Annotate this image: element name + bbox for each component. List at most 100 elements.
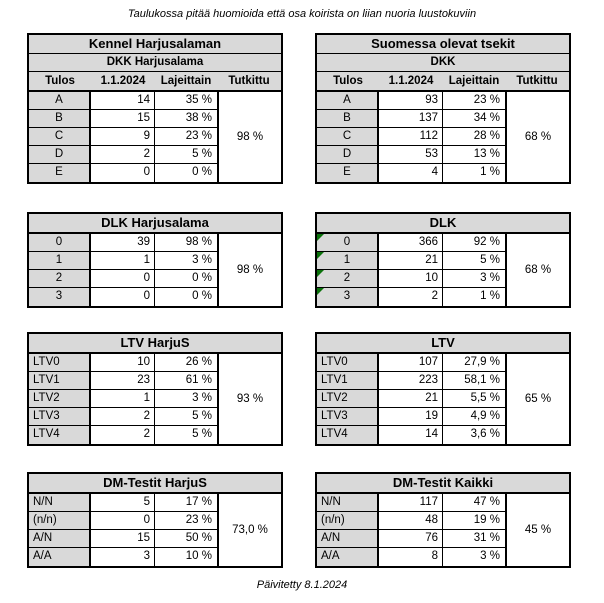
count-cell: 0: [91, 288, 155, 306]
share-cell: 38 %: [155, 110, 217, 128]
result-label-cell: 1: [29, 252, 91, 270]
count-cell: 4: [379, 164, 443, 182]
tested-percent-cell: 98 %: [217, 234, 281, 306]
count-cell: 107: [379, 354, 443, 372]
error-triangle-icon: [317, 234, 324, 241]
table-subtitle: DKK: [317, 54, 569, 72]
table-body: 0 366 92 % 1 21 5 % 2 10 3 % 3 2 1 %: [317, 234, 505, 306]
tested-percent-cell: 93 %: [217, 354, 281, 444]
result-label-cell: A: [29, 92, 91, 110]
table-suomessa-tsekit-dkk: Suomessa olevat tsekit DKK Tulos 1.1.202…: [315, 33, 571, 184]
count-cell: 10: [91, 354, 155, 372]
count-cell: 366: [379, 234, 443, 252]
column-header-lajeittain: Lajeittain: [448, 75, 500, 87]
count-cell: 137: [379, 110, 443, 128]
share-cell: 1 %: [443, 288, 505, 306]
result-label-cell: 1: [317, 252, 379, 270]
result-label: 3: [343, 290, 351, 302]
count-cell: 9: [91, 128, 155, 146]
result-label-cell: LTV3: [29, 408, 91, 426]
result-label-cell: D: [29, 146, 91, 164]
result-label-cell: LTV4: [317, 426, 379, 444]
result-label-cell: LTV4: [29, 426, 91, 444]
table-title: Kennel Harjusalaman: [29, 35, 281, 54]
top-note: Taulukossa pitää huomioida että osa koir…: [127, 8, 477, 20]
share-cell: 3 %: [443, 270, 505, 288]
tested-percent-cell: 68 %: [505, 92, 569, 182]
tested-percent-cell: 98 %: [217, 92, 281, 182]
result-label-cell: A/N: [317, 530, 379, 548]
count-cell: 53: [379, 146, 443, 164]
tested-percent-cell: 68 %: [505, 234, 569, 306]
table-body: N/N 117 47 % (n/n) 48 19 % A/N 76 31 % A…: [317, 494, 505, 566]
share-cell: 5,5 %: [443, 390, 505, 408]
count-cell: 15: [91, 110, 155, 128]
column-header-row: Tulos 1.1.2024 Lajeittain Tutkittu: [29, 72, 281, 92]
result-label-cell: N/N: [29, 494, 91, 512]
count-cell: 21: [379, 252, 443, 270]
table-dm-testit-harjus: DM-Testit HarjuS N/N 5 17 % (n/n) 0 23 %…: [27, 472, 283, 568]
table-body: A 14 35 % B 15 38 % C 9 23 % D 2 5 % E 0…: [29, 92, 217, 182]
count-cell: 48: [379, 512, 443, 530]
table-dlk-kaikki: DLK 0 366 92 % 1 21 5 % 2 10 3 % 3: [315, 212, 571, 308]
table-title: LTV HarjuS: [29, 334, 281, 354]
share-cell: 5 %: [443, 252, 505, 270]
result-label-cell: 3: [29, 288, 91, 306]
column-header-date: 1.1.2024: [100, 75, 146, 87]
share-cell: 34 %: [443, 110, 505, 128]
tested-percent-cell: 45 %: [505, 494, 569, 566]
result-label-cell: B: [29, 110, 91, 128]
share-cell: 3,6 %: [443, 426, 505, 444]
table-kennel-harjusalaman-dkk: Kennel Harjusalaman DKK Harjusalama Tulo…: [27, 33, 283, 184]
result-label-cell: 0: [317, 234, 379, 252]
table-title: DLK Harjusalama: [29, 214, 281, 234]
count-cell: 117: [379, 494, 443, 512]
count-cell: 15: [91, 530, 155, 548]
count-cell: 76: [379, 530, 443, 548]
footer-note: Päivitetty 8.1.2024: [256, 579, 348, 591]
share-cell: 3 %: [443, 548, 505, 566]
share-cell: 98 %: [155, 234, 217, 252]
result-label-cell: A/A: [29, 548, 91, 566]
result-label-cell: E: [29, 164, 91, 182]
result-label-cell: LTV2: [317, 390, 379, 408]
result-label-cell: LTV1: [29, 372, 91, 390]
result-label-cell: D: [317, 146, 379, 164]
column-header-tulos: Tulos: [333, 75, 363, 87]
count-cell: 112: [379, 128, 443, 146]
result-label-cell: N/N: [317, 494, 379, 512]
result-label-cell: LTV3: [317, 408, 379, 426]
error-triangle-icon: [317, 252, 324, 259]
table-title: DM-Testit HarjuS: [29, 474, 281, 494]
result-label-cell: (n/n): [317, 512, 379, 530]
count-cell: 14: [91, 92, 155, 110]
result-label-cell: A/N: [29, 530, 91, 548]
table-title: Suomessa olevat tsekit: [317, 35, 569, 54]
table-body: LTV0 10 26 % LTV1 23 61 % LTV2 1 3 % LTV…: [29, 354, 217, 444]
column-header-date: 1.1.2024: [388, 75, 434, 87]
result-label-cell: (n/n): [29, 512, 91, 530]
share-cell: 5 %: [155, 408, 217, 426]
table-title: DM-Testit Kaikki: [317, 474, 569, 494]
result-label-cell: 3: [317, 288, 379, 306]
share-cell: 0 %: [155, 288, 217, 306]
result-label-cell: 2: [29, 270, 91, 288]
column-header-tutkittu: Tutkittu: [228, 75, 270, 87]
result-label-cell: 0: [29, 234, 91, 252]
result-label-cell: E: [317, 164, 379, 182]
result-label-cell: A: [317, 92, 379, 110]
count-cell: 0: [91, 270, 155, 288]
count-cell: 0: [91, 512, 155, 530]
table-subtitle: DKK Harjusalama: [29, 54, 281, 72]
share-cell: 4,9 %: [443, 408, 505, 426]
share-cell: 31 %: [443, 530, 505, 548]
table-ltv-kaikki: LTV LTV0 107 27,9 % LTV1 223 58,1 % LTV2…: [315, 332, 571, 446]
error-triangle-icon: [317, 270, 324, 277]
count-cell: 2: [91, 408, 155, 426]
share-cell: 10 %: [155, 548, 217, 566]
table-body: A 93 23 % B 137 34 % C 112 28 % D 53 13 …: [317, 92, 505, 182]
count-cell: 8: [379, 548, 443, 566]
column-header-tulos: Tulos: [45, 75, 75, 87]
share-cell: 0 %: [155, 270, 217, 288]
